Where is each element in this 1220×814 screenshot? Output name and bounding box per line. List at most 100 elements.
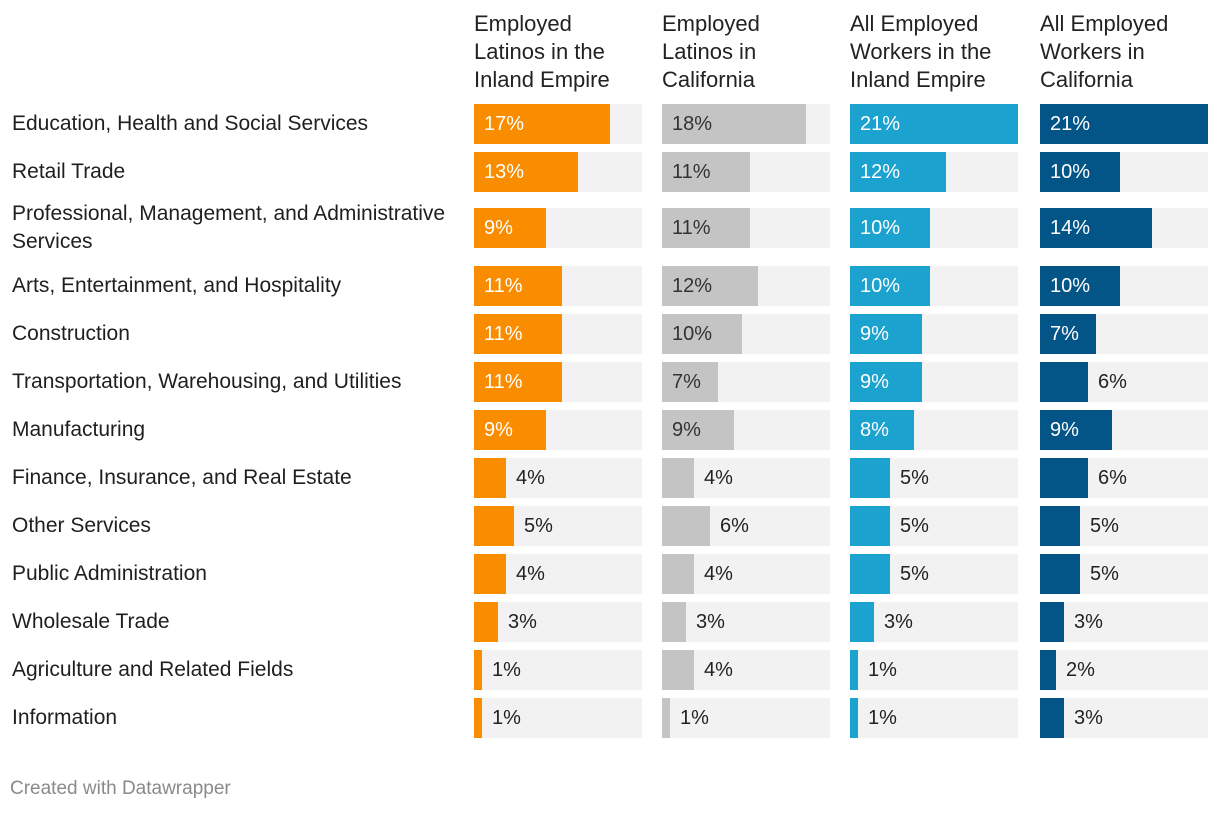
bar-track: 4% bbox=[662, 650, 830, 690]
bar-track: 10% bbox=[1040, 266, 1208, 306]
data-label: 4% bbox=[516, 467, 545, 489]
bar-track: 6% bbox=[662, 506, 830, 546]
bar bbox=[850, 266, 930, 306]
bar-track: 8% bbox=[850, 410, 1018, 450]
bar-track: 11% bbox=[662, 152, 830, 192]
bar-track: 5% bbox=[1040, 506, 1208, 546]
bar bbox=[1040, 104, 1208, 144]
bar bbox=[662, 104, 806, 144]
bar-track: 1% bbox=[662, 698, 830, 738]
row-label: Wholesale Trade bbox=[12, 610, 170, 633]
bar bbox=[662, 208, 750, 248]
row-label: Construction bbox=[12, 322, 130, 345]
bar-track: 10% bbox=[1040, 152, 1208, 192]
bar bbox=[474, 698, 482, 738]
bar-track: 18% bbox=[662, 104, 830, 144]
data-label: 12% bbox=[860, 161, 901, 183]
column-header: Employed Latinos in the Inland Empire bbox=[474, 11, 610, 92]
data-label: 6% bbox=[720, 515, 749, 537]
row-label: Manufacturing bbox=[12, 418, 146, 441]
bar-track: 14% bbox=[1040, 208, 1208, 248]
bar bbox=[850, 152, 946, 192]
data-label: 9% bbox=[1050, 419, 1079, 441]
data-label: 9% bbox=[484, 419, 513, 441]
data-label: 3% bbox=[1074, 611, 1103, 633]
bar bbox=[1040, 650, 1056, 690]
data-label: 2% bbox=[1066, 659, 1095, 681]
bar-track: 12% bbox=[850, 152, 1018, 192]
data-label: 9% bbox=[860, 323, 889, 345]
data-label: 11% bbox=[672, 217, 711, 239]
bar bbox=[662, 506, 710, 546]
data-label: 7% bbox=[1050, 323, 1079, 345]
bar-track: 1% bbox=[474, 698, 642, 738]
bar-track: 10% bbox=[850, 266, 1018, 306]
bar-track: 9% bbox=[474, 410, 642, 450]
data-label: 6% bbox=[1098, 371, 1127, 393]
bar bbox=[474, 314, 562, 354]
bar-track: 9% bbox=[662, 410, 830, 450]
bar bbox=[1040, 506, 1080, 546]
data-label: 4% bbox=[704, 563, 733, 585]
data-label: 4% bbox=[704, 659, 733, 681]
bar bbox=[1040, 410, 1112, 450]
bar-track: 10% bbox=[850, 208, 1018, 248]
bar bbox=[662, 410, 734, 450]
bar bbox=[1040, 314, 1096, 354]
data-label: 4% bbox=[704, 467, 733, 489]
credit-footer: Created with Datawrapper bbox=[10, 778, 231, 799]
bar bbox=[850, 554, 890, 594]
bar bbox=[850, 410, 914, 450]
bar bbox=[474, 362, 562, 402]
bar-track: 17% bbox=[474, 104, 642, 144]
data-label: 1% bbox=[492, 659, 521, 681]
bar-track: 3% bbox=[850, 602, 1018, 642]
data-label: 11% bbox=[484, 275, 523, 297]
data-label: 17% bbox=[484, 113, 525, 135]
data-label: 11% bbox=[484, 371, 523, 393]
row-label: Transportation, Warehousing, and Utiliti… bbox=[12, 370, 402, 393]
bar-track: 4% bbox=[474, 554, 642, 594]
bar-track: 7% bbox=[1040, 314, 1208, 354]
bar bbox=[474, 266, 562, 306]
bar-track: 5% bbox=[850, 506, 1018, 546]
bar bbox=[474, 208, 546, 248]
bar-track: 21% bbox=[1040, 104, 1208, 144]
bar-track: 9% bbox=[850, 362, 1018, 402]
bar-track: 21% bbox=[850, 104, 1018, 144]
bar bbox=[662, 650, 694, 690]
bar bbox=[662, 314, 742, 354]
bar-track: 3% bbox=[474, 602, 642, 642]
data-label: 9% bbox=[860, 371, 889, 393]
bar bbox=[850, 602, 874, 642]
bar bbox=[662, 554, 694, 594]
data-label: 14% bbox=[1050, 217, 1091, 239]
bar bbox=[474, 602, 498, 642]
bar bbox=[850, 506, 890, 546]
data-label: 18% bbox=[672, 113, 713, 135]
data-label: 11% bbox=[672, 161, 711, 183]
column-header: Employed Latinos in California bbox=[662, 11, 760, 92]
row-label: Arts, Entertainment, and Hospitality bbox=[12, 274, 342, 297]
bar-track: 4% bbox=[474, 458, 642, 498]
bar-track: 9% bbox=[850, 314, 1018, 354]
bar bbox=[1040, 266, 1120, 306]
bar-track: 11% bbox=[474, 314, 642, 354]
bar bbox=[662, 266, 758, 306]
bar-track: 3% bbox=[1040, 698, 1208, 738]
bar bbox=[1040, 362, 1088, 402]
bar bbox=[474, 458, 506, 498]
bar-track: 9% bbox=[1040, 410, 1208, 450]
data-label: 3% bbox=[1074, 707, 1103, 729]
data-label: 10% bbox=[672, 323, 713, 345]
data-label: 1% bbox=[492, 707, 521, 729]
row-label: Professional, Management, and Administra… bbox=[12, 202, 446, 253]
data-label: 21% bbox=[1050, 113, 1091, 135]
bar bbox=[1040, 698, 1064, 738]
bar-track: 12% bbox=[662, 266, 830, 306]
data-label: 21% bbox=[860, 113, 901, 135]
bar-track: 5% bbox=[1040, 554, 1208, 594]
bar bbox=[474, 554, 506, 594]
bar-track: 1% bbox=[474, 650, 642, 690]
data-label: 3% bbox=[884, 611, 913, 633]
